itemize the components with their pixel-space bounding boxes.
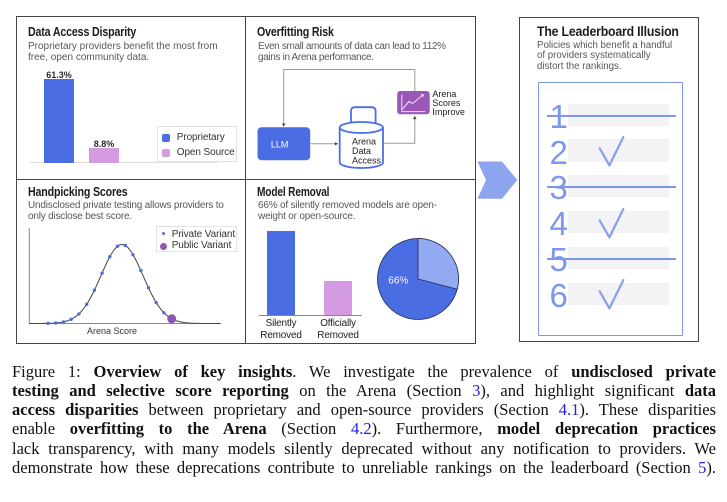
svg-text:Access: Access: [352, 155, 382, 165]
svg-text:LLM: LLM: [271, 140, 289, 150]
svg-text:Improve: Improve: [432, 107, 465, 117]
svg-text:Data: Data: [352, 146, 371, 156]
svg-text:Scores: Scores: [432, 98, 461, 108]
svg-text:Arena: Arena: [432, 89, 456, 99]
svg-text:66%: 66%: [388, 275, 408, 286]
svg-text:Arena Score: Arena Score: [87, 326, 137, 336]
svg-text:Arena: Arena: [352, 136, 376, 146]
